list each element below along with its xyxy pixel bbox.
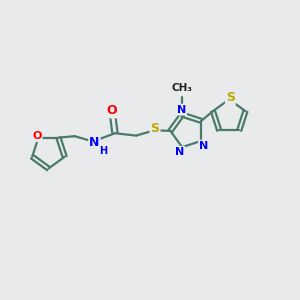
Text: N: N [177,105,186,115]
Text: N: N [199,141,208,151]
Text: N: N [175,147,184,157]
Text: O: O [107,104,117,117]
Text: S: S [226,92,235,104]
Text: H: H [99,146,107,156]
Text: S: S [151,122,160,135]
Text: N: N [89,136,100,149]
Text: O: O [32,131,42,141]
Text: CH₃: CH₃ [172,83,193,93]
